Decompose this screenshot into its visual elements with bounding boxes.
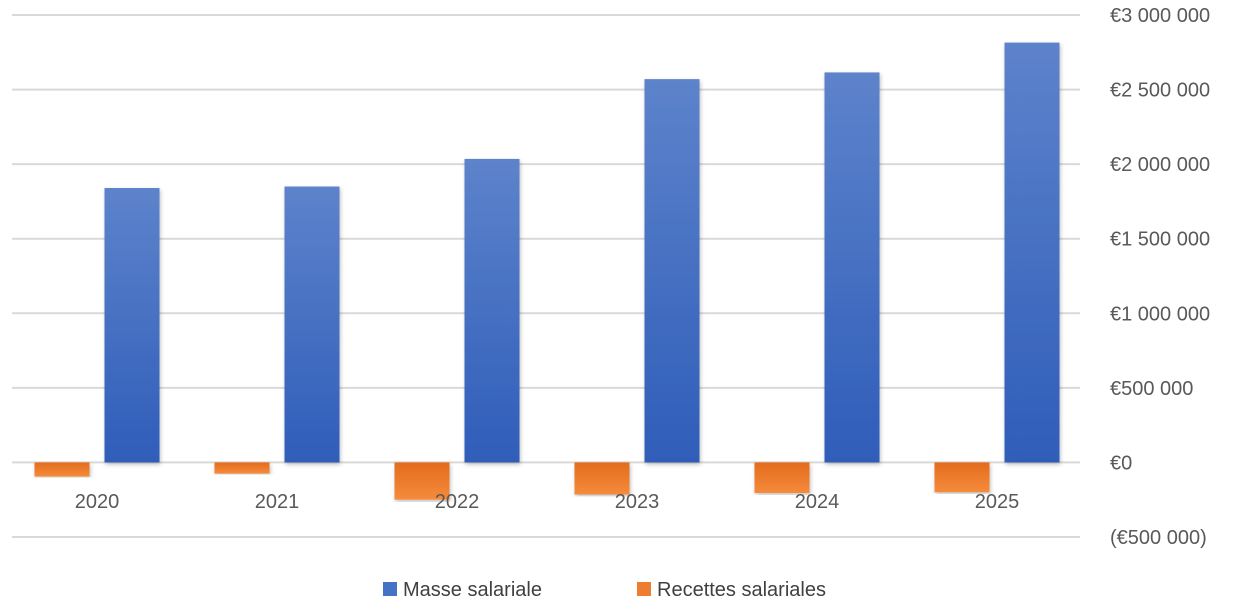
legend-label: Masse salariale bbox=[403, 579, 542, 601]
y-tick-label: €3 000 000 bbox=[1110, 5, 1210, 27]
y-tick-label: €500 000 bbox=[1110, 378, 1193, 400]
x-category-label: 2022 bbox=[435, 491, 480, 513]
bar-masse-salariale bbox=[1004, 42, 1060, 463]
x-category-label: 2020 bbox=[75, 491, 120, 513]
x-category-label: 2024 bbox=[795, 491, 840, 513]
bar-masse-salariale bbox=[464, 158, 520, 463]
x-category-label: 2023 bbox=[615, 491, 660, 513]
bar-recettes-salariales bbox=[214, 462, 270, 474]
bar-recettes-salariales bbox=[394, 462, 450, 500]
x-axis-category-labels: 2020 2021 2022 2023 2024 2025 bbox=[75, 491, 1020, 513]
bar-recettes-salariales bbox=[34, 462, 90, 477]
gridlines bbox=[12, 14, 1080, 538]
bars bbox=[34, 42, 1060, 500]
y-tick-label: €2 000 000 bbox=[1110, 154, 1210, 176]
x-category-label: 2025 bbox=[975, 491, 1020, 513]
y-tick-label: €1 500 000 bbox=[1110, 229, 1210, 251]
legend: Masse salariale Recettes salariales bbox=[383, 579, 826, 601]
bar-masse-salariale bbox=[104, 188, 160, 463]
bar-recettes-salariales bbox=[574, 462, 630, 495]
bar-recettes-salariales bbox=[934, 462, 990, 493]
bar-masse-salariale bbox=[644, 79, 700, 463]
y-tick-label: €2 500 000 bbox=[1110, 80, 1210, 102]
legend-swatch bbox=[637, 582, 651, 596]
legend-label: Recettes salariales bbox=[657, 579, 826, 601]
legend-swatch bbox=[383, 582, 397, 596]
bar-recettes-salariales bbox=[754, 462, 810, 494]
bar-masse-salariale bbox=[824, 72, 880, 463]
y-tick-label: €1 000 000 bbox=[1110, 303, 1210, 325]
bar-masse-salariale bbox=[284, 186, 340, 463]
y-axis-tick-labels: €3 000 000 €2 500 000 €2 000 000 €1 500 000… bbox=[1110, 5, 1210, 549]
y-tick-label: €0 bbox=[1110, 452, 1132, 474]
x-category-label: 2021 bbox=[255, 491, 300, 513]
y-tick-label: (€500 000) bbox=[1110, 527, 1207, 549]
